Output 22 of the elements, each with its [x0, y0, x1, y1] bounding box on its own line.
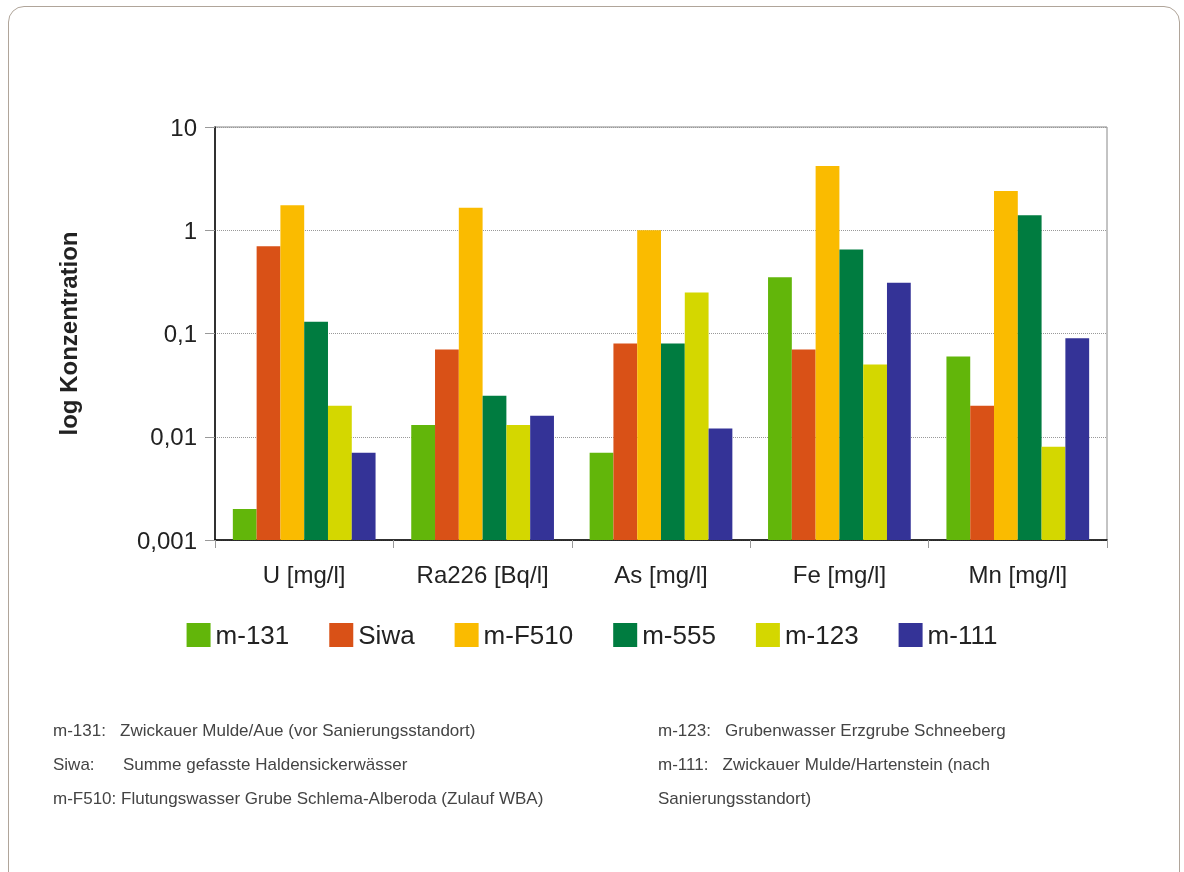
text: m-131: Zwickauer Mulde/Aue (vor Sanierungsstandort) [53, 720, 476, 740]
y-tick-label: 10 [170, 113, 197, 141]
y-tick-label: 0,001 [136, 526, 197, 554]
x-tick-label: U [mg/l] [262, 560, 346, 588]
text: m-111: Zwickauer Mulde/Hartenstein (nach Sanierungsstandort) [658, 754, 995, 808]
x-tick-label: As [mg/l] [614, 560, 708, 588]
text: Siwa: Summe gefasste Haldensickerwässer [53, 754, 408, 774]
x-tick-label: Ra226 [Bq/l] [416, 560, 549, 588]
legend-label: m-123 [784, 620, 859, 650]
text: m-123: Grubenwasser Erzgrube Schneeberg [658, 720, 1006, 740]
legend-label: m-131 [215, 620, 290, 650]
legend-label: Siwa [358, 620, 416, 650]
x-tick-label: Fe [mg/l] [792, 560, 887, 588]
legend-label: m-555 [642, 620, 716, 650]
y-tick-label: 0,1 [163, 320, 197, 347]
legend-label: m-F510 [483, 620, 574, 650]
y-axis-title: log Konzentration [54, 231, 82, 436]
y-tick-label: 0,01 [150, 423, 197, 451]
x-tick-label: Mn [mg/l] [968, 560, 1068, 588]
y-tick-label: 1 [183, 216, 197, 244]
text: m-F510: Flutungswasser Grube Schlema-Alberoda (Zulauf WBA) [53, 788, 544, 808]
legend-label: m-111 [927, 620, 998, 650]
